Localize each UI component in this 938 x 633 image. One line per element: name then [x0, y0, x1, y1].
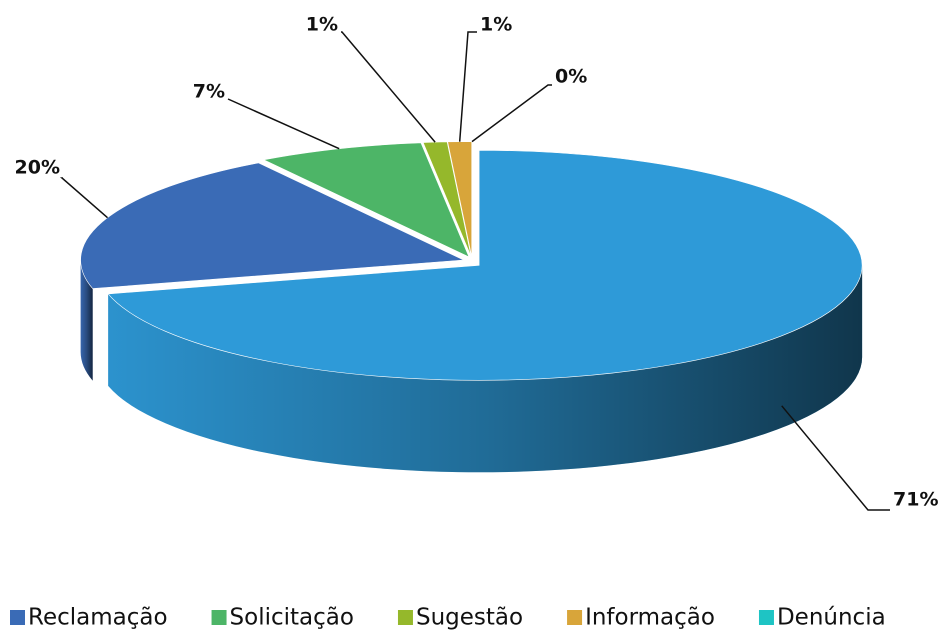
leader-line — [341, 31, 436, 143]
legend-swatch — [397, 610, 413, 625]
slice — [107, 150, 863, 381]
slice-wall-shade — [108, 265, 863, 473]
value-label: 1% — [306, 14, 338, 36]
value-label: 1% — [480, 14, 512, 36]
legend-swatch — [211, 610, 227, 625]
leader-line — [781, 405, 890, 511]
value-label: 0% — [555, 66, 587, 88]
leader-line — [227, 98, 340, 150]
legend-label: Informação — [585, 605, 715, 631]
value-label: 20% — [15, 157, 60, 179]
leader-line — [471, 84, 552, 143]
value-label: 71% — [893, 489, 938, 511]
legend-label: Reclamação — [28, 605, 168, 631]
value-label: 7% — [193, 81, 225, 103]
legend-swatch — [758, 610, 774, 625]
leader-line — [458, 31, 477, 142]
slice-wall-shade — [80, 260, 93, 381]
legend-swatch — [10, 610, 25, 625]
legend-swatch — [567, 610, 583, 625]
slice — [262, 142, 470, 258]
leader-line — [59, 177, 109, 219]
legend-label: Denúncia — [777, 605, 886, 631]
legend-label: Solicitação — [230, 605, 354, 631]
legend-label: Sugestão — [416, 605, 523, 631]
